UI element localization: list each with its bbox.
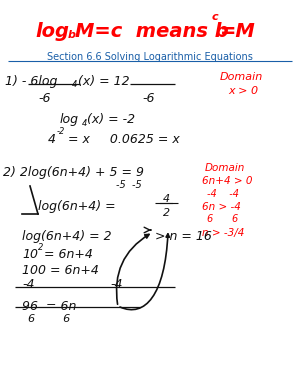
Text: log(6n+4) =: log(6n+4) = — [38, 200, 116, 213]
Text: -4: -4 — [22, 278, 34, 291]
Text: log: log — [60, 113, 79, 126]
Text: -5  -5: -5 -5 — [116, 180, 142, 190]
Text: log(6n+4) = 2: log(6n+4) = 2 — [22, 230, 112, 243]
Text: b: b — [68, 30, 76, 40]
Text: 6        6: 6 6 — [28, 314, 70, 324]
Text: 2: 2 — [38, 243, 44, 252]
Text: -2: -2 — [57, 127, 65, 136]
Text: (x) = 12: (x) = 12 — [78, 75, 130, 88]
Text: Domain: Domain — [220, 72, 263, 82]
Text: n > -3/4: n > -3/4 — [202, 228, 244, 238]
Text: 6n > -4: 6n > -4 — [202, 202, 241, 212]
Text: =M: =M — [220, 22, 256, 41]
Text: = 6n+4: = 6n+4 — [44, 248, 93, 261]
Text: 2: 2 — [163, 208, 170, 218]
Text: -6: -6 — [38, 92, 50, 105]
Text: -4: -4 — [110, 278, 122, 291]
Text: log: log — [35, 22, 69, 41]
Text: -6: -6 — [142, 92, 155, 105]
Text: -4    -4: -4 -4 — [207, 189, 239, 199]
Text: = x     0.0625 = x: = x 0.0625 = x — [68, 133, 180, 146]
Text: 4: 4 — [82, 119, 87, 128]
Text: 1) - 6log: 1) - 6log — [5, 75, 57, 88]
Text: 96  = 6n: 96 = 6n — [22, 300, 76, 313]
Text: c: c — [212, 12, 219, 22]
Text: 4: 4 — [48, 133, 56, 146]
Text: > n = 16: > n = 16 — [155, 230, 212, 243]
Text: 4: 4 — [72, 80, 77, 89]
Text: 2) 2log(6n+4) + 5 = 9: 2) 2log(6n+4) + 5 = 9 — [3, 166, 144, 179]
FancyArrowPatch shape — [120, 234, 169, 310]
Text: M=c  means b: M=c means b — [75, 22, 229, 41]
Text: (x) = -2: (x) = -2 — [87, 113, 135, 126]
Text: Section 6.6 Solving Logarithmic Equations: Section 6.6 Solving Logarithmic Equation… — [47, 52, 253, 62]
Text: 4: 4 — [163, 194, 170, 204]
Text: Domain: Domain — [205, 163, 245, 173]
Text: 100 = 6n+4: 100 = 6n+4 — [22, 264, 99, 277]
Text: 6      6: 6 6 — [207, 214, 238, 224]
Text: 6n+4 > 0: 6n+4 > 0 — [202, 176, 253, 186]
Text: x > 0: x > 0 — [228, 86, 258, 96]
Text: 10: 10 — [22, 248, 38, 261]
